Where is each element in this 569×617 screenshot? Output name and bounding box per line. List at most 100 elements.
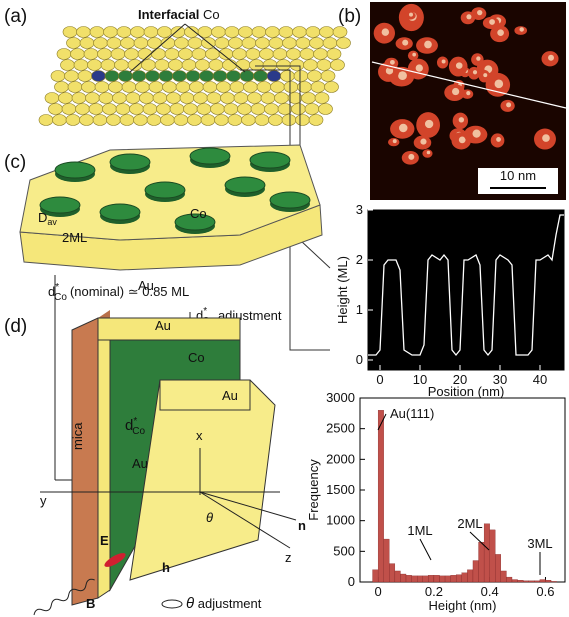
hist-bar: [451, 575, 457, 582]
hist-bar: [378, 410, 384, 582]
atom: [215, 115, 229, 126]
atom: [165, 49, 179, 60]
disk: [270, 192, 310, 208]
y-tick-label: 500: [333, 543, 355, 558]
panel-label: (c): [4, 152, 26, 173]
hist-bar: [445, 576, 451, 582]
atom: [296, 38, 310, 49]
atom: [248, 93, 262, 104]
atom: [157, 104, 171, 115]
atom: [277, 60, 291, 71]
atom: [228, 115, 242, 126]
hist-bar: [518, 580, 524, 582]
sub: Co: [132, 426, 145, 437]
y-tick-label: 1000: [326, 513, 355, 528]
x-tick-label: 0.4: [481, 584, 499, 599]
disk: [145, 182, 185, 198]
z-axis: z: [285, 550, 292, 565]
hist-bar: [434, 575, 440, 582]
disk: [250, 152, 290, 168]
y-tick-label: 2500: [326, 421, 355, 436]
atom: [300, 49, 314, 60]
hist-bar: [400, 574, 406, 582]
island-top: [456, 62, 463, 69]
island-top: [452, 88, 459, 95]
atom: [223, 60, 237, 71]
hist-bar: [412, 576, 418, 582]
atom: [80, 38, 94, 49]
atom: [115, 60, 129, 71]
atom: [263, 60, 277, 71]
x-tick-label: 0: [376, 372, 383, 387]
atom: [66, 115, 80, 126]
atom-lattice: [39, 27, 351, 126]
atom: [128, 60, 142, 71]
x-tick-label: 0.6: [536, 584, 554, 599]
atom: [240, 71, 254, 82]
atom: [176, 82, 190, 93]
n-vector: n: [298, 518, 306, 533]
plot-area: [360, 398, 565, 582]
atom: [111, 49, 125, 60]
disk: [190, 148, 230, 164]
sub: Co: [54, 292, 67, 303]
panel-label: (d): [4, 316, 27, 337]
disk: [225, 177, 265, 193]
atom: [254, 71, 268, 82]
rotation-label: θ adjustment: [186, 595, 262, 612]
atom: [92, 71, 106, 82]
mica-label: mica: [70, 422, 85, 450]
hist-bar: [467, 570, 473, 582]
atom: [77, 27, 91, 38]
title-bold: Interfacial: [138, 7, 199, 22]
atom: [65, 71, 79, 82]
panel-label: (a): [4, 6, 27, 27]
atom: [252, 27, 266, 38]
atom: [201, 115, 215, 126]
hist-bar: [406, 575, 412, 582]
panel-title: Interfacial Co: [138, 7, 220, 22]
atom: [186, 71, 200, 82]
island-top: [412, 53, 416, 57]
atom: [143, 104, 157, 115]
atom: [134, 38, 148, 49]
island-top: [472, 129, 480, 137]
atom: [325, 82, 339, 93]
atom: [250, 60, 264, 71]
hist-bar: [473, 561, 479, 582]
atom: [131, 27, 145, 38]
y-tick-label: 3: [356, 202, 363, 217]
atom: [284, 82, 298, 93]
b-field: B: [86, 596, 95, 611]
atom: [273, 49, 287, 60]
atom: [233, 49, 247, 60]
x-tick-label: 0: [375, 584, 382, 599]
atom: [125, 49, 139, 60]
atom: [221, 93, 235, 104]
atom: [296, 115, 310, 126]
atom: [57, 49, 71, 60]
atom: [266, 27, 280, 38]
atom: [98, 49, 112, 60]
annotation: 1ML: [407, 523, 432, 538]
atom: [152, 49, 166, 60]
island-top: [420, 139, 426, 145]
atom: [320, 27, 334, 38]
atom: [217, 82, 231, 93]
atom: [282, 115, 296, 126]
atom: [225, 27, 239, 38]
island-top: [390, 60, 395, 65]
island-top: [548, 55, 554, 61]
atom: [146, 71, 160, 82]
annotation: Au(111): [390, 406, 434, 421]
atom: [179, 49, 193, 60]
nominal: d*Co(nominal) ≃ 0.85 ML: [48, 282, 189, 303]
atom: [59, 93, 73, 104]
atom: [132, 71, 146, 82]
x-axis-label: Position (nm): [428, 384, 505, 399]
atom: [105, 71, 119, 82]
atom: [293, 27, 307, 38]
two-ml: 2ML: [62, 230, 87, 245]
rest: adjustment: [198, 596, 262, 611]
atom: [89, 104, 103, 115]
